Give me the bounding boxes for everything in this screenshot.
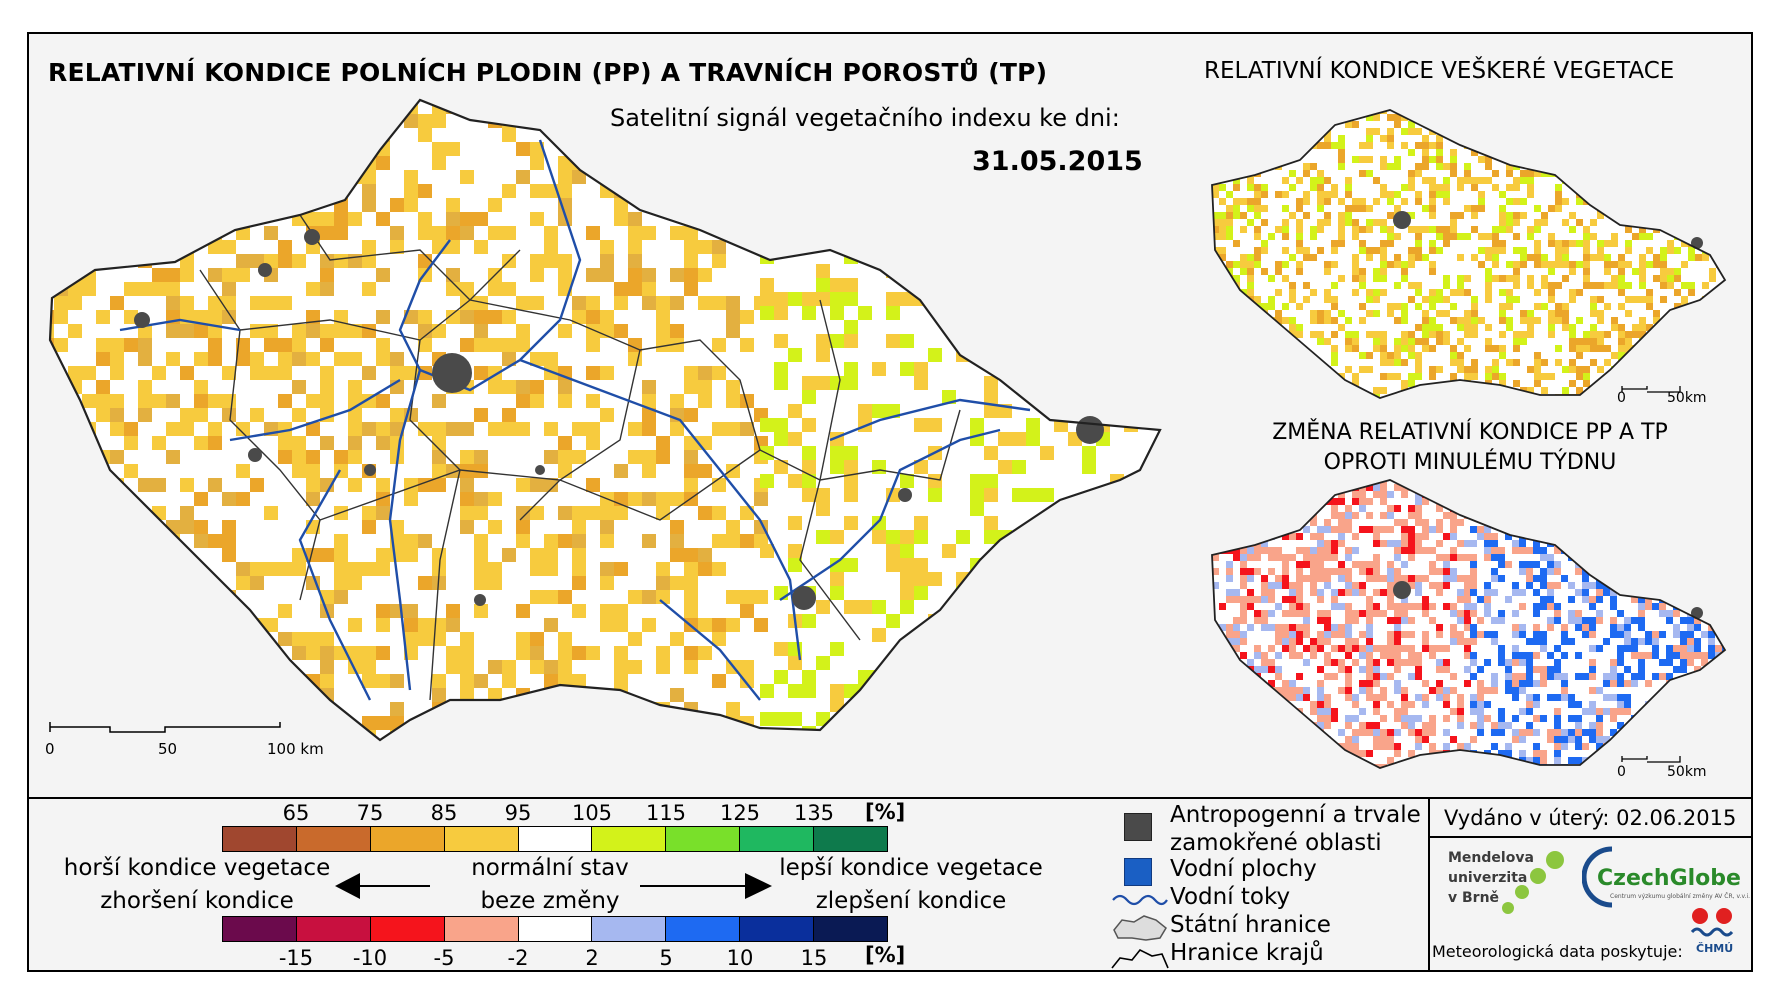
scalebar-main [49, 722, 281, 733]
anthropogenic-swatch [1124, 813, 1152, 841]
scalebar-main-tick-0: 0 [45, 740, 55, 758]
condition-tick: 75 [356, 801, 384, 825]
change-swatch-6 [666, 917, 741, 941]
condition-unit: [%] [865, 800, 906, 824]
scalebar-small2-tick-50: 50km [1667, 764, 1707, 780]
mendel-dots-icon [1502, 851, 1564, 914]
condition-tick: 105 [571, 801, 613, 825]
condition-tick: 95 [504, 801, 532, 825]
main-title: RELATIVNÍ KONDICE POLNÍCH PLODIN (PP) A … [48, 58, 1048, 87]
change-swatch-5 [592, 917, 667, 941]
arrow-right-icon [745, 873, 772, 899]
date-label: 31.05.2015 [972, 146, 1143, 177]
change-title-line2: OPROTI MINULÉMU TÝDNU [1323, 450, 1617, 475]
normal-state-label: normální stav [471, 855, 629, 881]
condition-swatch-5 [592, 827, 667, 851]
change-title-line1: ZMĚNA RELATIVNÍ KONDICE PP A TP [1272, 420, 1668, 445]
no-change-label: beze změny [480, 888, 620, 914]
legend-divider [1428, 797, 1430, 972]
scalebar-small-2 [1621, 756, 1681, 763]
change-swatch-4 [518, 917, 593, 941]
anthropogenic-label-1: Antropogenní a trvale [1170, 802, 1421, 828]
condition-tick: 65 [282, 801, 310, 825]
mendel-line-2: univerzita [1448, 870, 1528, 886]
scalebar-small1-tick-0: 0 [1617, 390, 1626, 406]
rivers [119, 139, 1031, 701]
condition-swatch-0 [223, 827, 297, 851]
issued-date: Vydáno v úterý: 02.06.2015 [1444, 806, 1737, 830]
condition-swatch-8 [814, 827, 888, 851]
czechglobe-subtitle: Centrum výzkumu globální změny AV ČR, v.… [1610, 893, 1751, 900]
better-condition-label: lepší kondice vegetace [779, 855, 1043, 881]
condition-tick: 135 [793, 801, 835, 825]
river-line-icon [1112, 894, 1168, 906]
vegetation-map-title: RELATIVNÍ KONDICE VEŠKERÉ VEGETACE [1204, 58, 1675, 84]
meteo-data-provider: Meteorologická data poskytuje: [1432, 942, 1683, 961]
scalebar-small-1 [1621, 386, 1681, 393]
region-border-icon [1111, 948, 1169, 969]
chmu-label: ČHMÚ [1696, 942, 1734, 955]
change-swatch-3 [444, 917, 519, 941]
change-tick: 2 [585, 946, 599, 970]
condition-swatch-2 [370, 827, 445, 851]
change-swatch-0 [223, 917, 297, 941]
change-color-ramp [222, 916, 888, 942]
improvement-label: zlepšení kondice [815, 888, 1007, 914]
legend-line-symbols [1111, 894, 1169, 969]
subtitle: Satelitní signál vegetačního indexu ke d… [610, 104, 1120, 132]
rivers-label: Vodní toky [1170, 884, 1291, 910]
mendel-university-logo: Mendelova univerzita v Brně [1448, 848, 1534, 908]
chmu-logo-icon [1690, 908, 1734, 937]
change-tick: -15 [278, 946, 314, 970]
regions-border-label: Hranice krajů [1170, 940, 1324, 966]
condition-swatch-4 [518, 827, 593, 851]
worse-condition-label: horší kondice vegetace [63, 855, 331, 881]
region-borders [199, 214, 961, 701]
condition-color-ramp [222, 826, 888, 852]
change-tick: -10 [352, 946, 388, 970]
scalebar-main-tick-100: 100 km [267, 740, 324, 758]
change-tick: 15 [800, 946, 828, 970]
change-unit: [%] [865, 943, 906, 967]
change-tick: -2 [507, 946, 529, 970]
worsening-label: zhoršení kondice [100, 888, 294, 914]
condition-swatch-7 [740, 827, 815, 851]
anthropogenic-label-2: zamokřené oblasti [1170, 830, 1382, 856]
scalebar-main-tick-50: 50 [158, 740, 178, 758]
legend-separator [27, 797, 1753, 799]
state-border-icon [1113, 915, 1167, 941]
condition-tick: 115 [645, 801, 687, 825]
mendel-line-1: Mendelova [1448, 850, 1534, 866]
anthropogenic-areas [134, 211, 1703, 619]
arrow-left-icon [335, 873, 360, 899]
state-border-label: Státní hranice [1170, 912, 1331, 938]
water-bodies-swatch [1124, 858, 1152, 886]
change-tick: 10 [726, 946, 754, 970]
condition-swatch-3 [444, 827, 519, 851]
change-swatch-2 [370, 917, 445, 941]
czechglobe-logo: CzechGlobe [1597, 866, 1741, 891]
mendel-line-3: v Brně [1448, 890, 1500, 906]
water-bodies-label: Vodní plochy [1170, 856, 1317, 882]
change-tick: -5 [433, 946, 455, 970]
scalebar-small1-tick-50: 50km [1667, 390, 1707, 406]
scalebar-small2-tick-0: 0 [1617, 764, 1626, 780]
change-map-title: ZMĚNA RELATIVNÍ KONDICE PP A TP OPROTI M… [1220, 418, 1720, 478]
condition-tick: 85 [430, 801, 458, 825]
czechglobe-arc-icon [1582, 846, 1613, 908]
issued-divider [1428, 836, 1753, 838]
change-swatch-8 [814, 917, 888, 941]
change-tick: 5 [659, 946, 673, 970]
condition-swatch-1 [296, 827, 371, 851]
condition-tick: 125 [719, 801, 761, 825]
change-swatch-7 [740, 917, 815, 941]
change-swatch-1 [296, 917, 371, 941]
condition-swatch-6 [666, 827, 741, 851]
